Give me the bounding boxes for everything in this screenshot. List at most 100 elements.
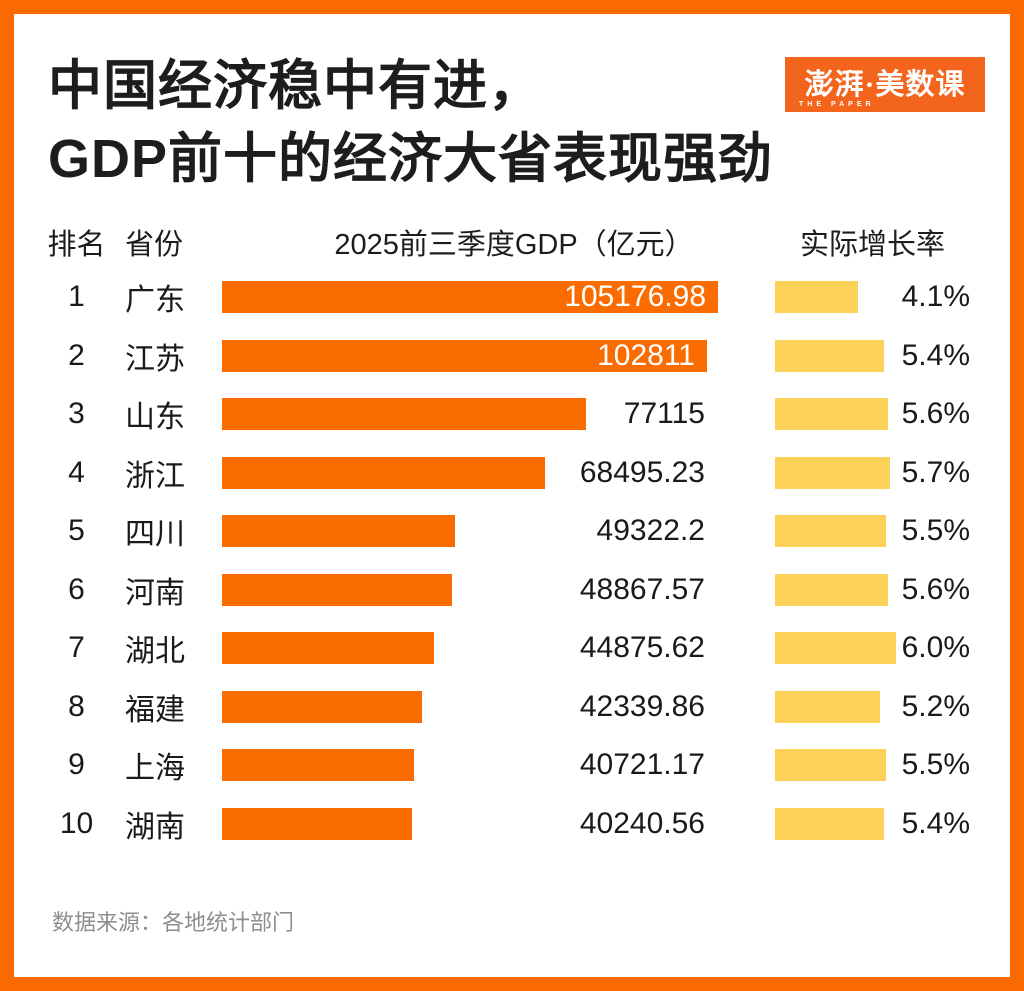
rank-value: 9 <box>68 748 85 782</box>
data-source-note: 数据来源：各地统计部门 <box>52 909 295 935</box>
table-row: 6 河南 48867.57 5.6% <box>43 560 1010 619</box>
gdp-bar <box>222 456 545 489</box>
gdp-value-label: 49322.2 <box>596 514 705 548</box>
growth-bar <box>775 456 890 489</box>
table-row: 5 四川 49322.2 5.5% <box>43 502 1010 561</box>
growth-bar-cell: 5.5% <box>775 514 970 548</box>
gdp-bar-cell: 77115 <box>222 397 718 431</box>
header-province: 省份 <box>125 228 184 261</box>
growth-bar-cell: 5.6% <box>775 397 970 431</box>
growth-bar <box>775 398 888 431</box>
gdp-value-label: 40721.17 <box>579 748 705 782</box>
gdp-value-label: 48867.57 <box>579 572 705 606</box>
thepaper-logo: 澎湃·美数课 THE PAPER <box>785 57 985 112</box>
header-rank: 排名 <box>47 228 106 261</box>
province-name: 上海 <box>125 752 185 786</box>
growth-bar <box>775 690 880 723</box>
growth-bar-cell: 5.4% <box>775 806 970 840</box>
table-row: 8 福建 42339.86 5.2% <box>43 677 1010 736</box>
growth-rate-label: 5.5% <box>901 748 970 782</box>
title-line-2: GDP前十的经济大省表现强劲 <box>48 128 774 189</box>
gdp-bar <box>222 749 414 782</box>
growth-bar-cell: 5.2% <box>775 689 970 723</box>
province-name: 四川 <box>125 518 185 552</box>
table-row: 1 广东 105176.98 4.1% <box>43 268 1010 327</box>
table-body: 1 广东 105176.98 4.1% 2 江苏 102811 5.4% 3 山东 77115 5.6… <box>43 268 1010 853</box>
gdp-bar <box>222 398 586 431</box>
rank-value: 6 <box>68 572 85 606</box>
growth-bar-cell: 5.6% <box>775 572 970 606</box>
gdp-bar-cell: 105176.98 <box>222 280 718 314</box>
province-name: 湖北 <box>125 635 185 669</box>
growth-rate-label: 5.6% <box>901 572 970 606</box>
gdp-value-label: 42339.86 <box>579 689 705 723</box>
gdp-value-label: 105176.98 <box>564 280 706 314</box>
gdp-value-label: 77115 <box>623 397 705 431</box>
growth-rate-label: 5.4% <box>901 806 970 840</box>
title-line-1: 中国经济稳中有进， <box>48 56 543 116</box>
growth-bar <box>775 515 886 548</box>
page-title: 中国经济稳中有进， GDP前十的经济大省表现强劲 <box>14 14 1010 196</box>
growth-bar-cell: 5.5% <box>775 748 970 782</box>
table-row: 3 山东 77115 5.6% <box>43 385 1010 444</box>
growth-bar <box>775 339 884 372</box>
gdp-value-label: 68495.23 <box>579 455 705 489</box>
growth-bar <box>775 807 884 840</box>
gdp-bar-cell: 49322.2 <box>222 514 718 548</box>
province-name: 湖南 <box>125 810 185 844</box>
gdp-value-label: 102811 <box>597 338 695 372</box>
table-row: 7 湖北 44875.62 6.0% <box>43 619 1010 678</box>
gdp-value-label: 40240.56 <box>579 806 705 840</box>
rank-value: 8 <box>68 689 85 723</box>
gdp-bar <box>222 515 455 548</box>
growth-bar-cell: 4.1% <box>775 280 970 314</box>
growth-bar-cell: 5.4% <box>775 338 970 372</box>
province-name: 江苏 <box>125 342 185 376</box>
rank-value: 4 <box>68 455 85 489</box>
rank-value: 2 <box>68 338 85 372</box>
province-name: 广东 <box>125 284 185 318</box>
rank-value: 7 <box>68 631 85 665</box>
province-name: 福建 <box>125 693 185 727</box>
gdp-bar-cell: 44875.62 <box>222 631 718 665</box>
province-name: 浙江 <box>125 459 185 493</box>
growth-rate-label: 5.6% <box>901 397 970 431</box>
growth-rate-label: 5.7% <box>901 455 970 489</box>
rank-value: 5 <box>68 514 85 548</box>
gdp-bar: 105176.98 <box>222 280 718 314</box>
growth-bar-cell: 6.0% <box>775 631 970 665</box>
province-name: 河南 <box>125 576 185 610</box>
gdp-bar-cell: 48867.57 <box>222 572 718 606</box>
province-name: 山东 <box>125 401 185 435</box>
rank-value: 3 <box>68 397 85 431</box>
gdp-bar: 102811 <box>222 338 707 372</box>
gdp-bar <box>222 807 412 840</box>
gdp-bar-cell: 40721.17 <box>222 748 718 782</box>
logo-text: 澎湃·美数课 <box>804 69 966 101</box>
logo-subtext: THE PAPER <box>799 101 875 108</box>
table-row: 10 湖南 40240.56 5.4% <box>43 794 1010 853</box>
table-row: 2 江苏 102811 5.4% <box>43 326 1010 385</box>
growth-rate-label: 4.1% <box>901 280 970 314</box>
growth-rate-label: 5.5% <box>901 514 970 548</box>
growth-rate-label: 5.4% <box>901 338 970 372</box>
header-gdp: 2025前三季度GDP（亿元） <box>334 228 694 261</box>
gdp-bar-cell: 68495.23 <box>222 455 718 489</box>
content-area: 中国经济稳中有进， GDP前十的经济大省表现强劲 澎湃·美数课 THE PAPE… <box>14 14 1010 977</box>
table-row: 4 浙江 68495.23 5.7% <box>43 443 1010 502</box>
growth-rate-label: 6.0% <box>901 631 970 665</box>
gdp-value-label: 44875.62 <box>579 631 705 665</box>
growth-bar-cell: 5.7% <box>775 455 970 489</box>
rank-value: 1 <box>68 280 85 314</box>
growth-bar <box>775 632 896 665</box>
gdp-bar <box>222 632 434 665</box>
rank-value: 10 <box>59 806 94 840</box>
growth-bar <box>775 573 888 606</box>
growth-rate-label: 5.2% <box>901 689 970 723</box>
gdp-bar-cell: 42339.86 <box>222 689 718 723</box>
gdp-bar-cell: 102811 <box>222 338 718 372</box>
growth-bar <box>775 749 886 782</box>
table-row: 9 上海 40721.17 5.5% <box>43 736 1010 795</box>
growth-bar <box>775 281 858 314</box>
